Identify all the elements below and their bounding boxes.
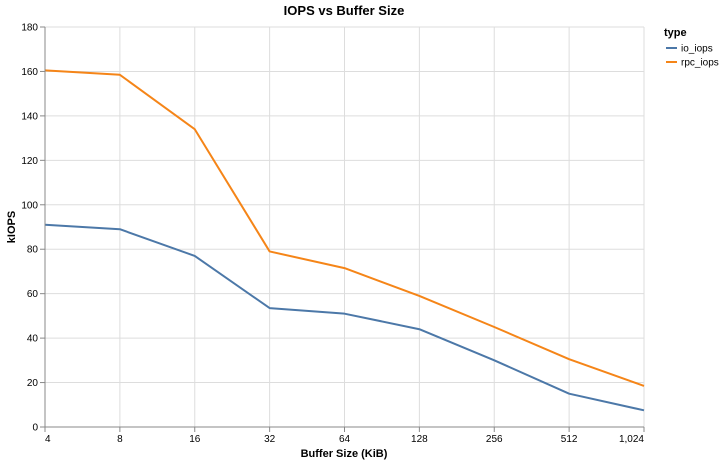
y-axis-title: kIOPS [6,211,18,243]
gridlines [44,26,645,428]
x-tick-label: 256 [486,434,503,445]
x-tick-label: 32 [264,434,276,445]
legend-title: type [664,27,687,39]
axes: 4 8 16 32 64 128 256 512 1,024 0 20 40 60 80 100 120 140… [21,23,645,445]
x-tick-label: 16 [189,434,201,445]
y-tick-label: 80 [27,245,39,256]
x-tick-label: 128 [411,434,428,445]
x-tick-label: 8 [117,434,123,445]
y-tick-label: 120 [21,156,38,167]
y-tick-label: 60 [27,289,39,300]
series-line-rpc-iops [44,69,645,387]
y-tick-label: 20 [27,378,39,389]
y-tick-label: 40 [27,334,39,345]
y-tick-label: 100 [21,200,38,211]
x-axis-title: Buffer Size (KiB) [301,448,388,460]
x-tick-label: 64 [339,434,351,445]
legend-label-rpc-iops: rpc_iops [681,58,719,69]
y-tick-label: 140 [21,111,38,122]
y-tick-label: 180 [21,23,38,34]
x-tick-label: 4 [45,434,51,445]
legend-label-io-iops: io_iops [681,44,713,55]
series-lines [44,69,645,412]
x-tick-label: 512 [561,434,578,445]
y-tick-label: 160 [21,67,38,78]
chart-title: IOPS vs Buffer Size [284,3,405,18]
x-tick-label: 1,024 [619,434,644,445]
series-line-io-iops [44,223,645,412]
legend-items: io_iops rpc_iops [666,44,719,69]
y-tick-label: 0 [32,423,38,434]
legend: type io_iops rpc_iops [664,27,719,69]
